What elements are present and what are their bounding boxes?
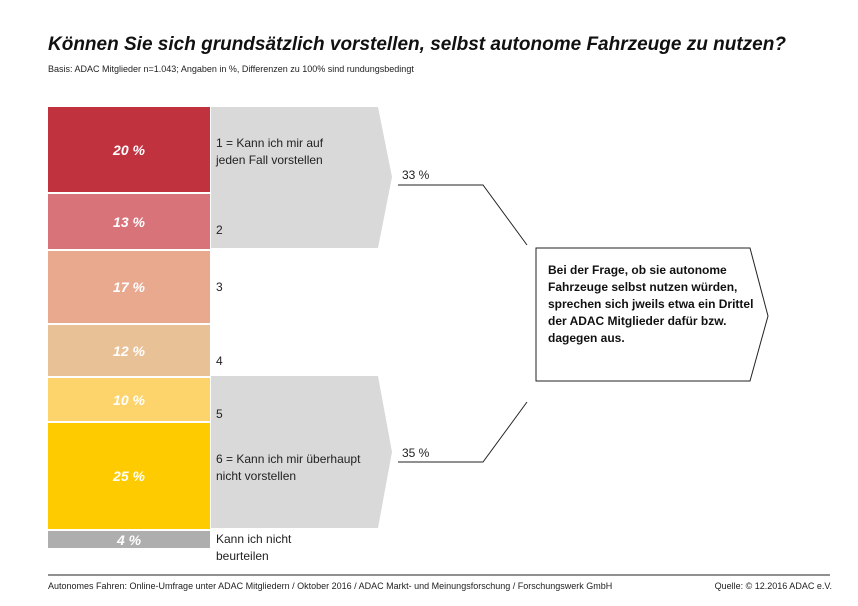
bar-segment-2: 13 % bbox=[48, 194, 210, 249]
value-label: 13 % bbox=[113, 213, 145, 230]
value-label: 17 % bbox=[113, 279, 145, 295]
footer-copyright: Quelle: © 12.2016 ADAC e.V. bbox=[714, 581, 832, 591]
bar-segment-3: 17 % bbox=[48, 251, 210, 323]
category-label: 1 = Kann ich mir auf jeden Fall vorstell… bbox=[216, 136, 324, 167]
value-label: 10 % bbox=[113, 391, 145, 408]
value-label: 20 % bbox=[113, 141, 145, 158]
chart-subtitle: Basis: ADAC Mitglieder n=1.043; Angaben … bbox=[48, 64, 414, 74]
value-label: 25 % bbox=[113, 468, 145, 484]
chart-title: Können Sie sich grundsätzlich vorstellen… bbox=[48, 34, 786, 55]
category-label: 3 bbox=[216, 280, 223, 294]
connector-bottom bbox=[398, 401, 528, 463]
group-label-top: 33 % bbox=[402, 168, 430, 182]
group-arrow-top bbox=[211, 107, 392, 248]
connector-top bbox=[398, 184, 528, 246]
value-label: 12 % bbox=[113, 342, 145, 359]
category-label: Kann ich nicht beurteilen bbox=[216, 532, 292, 563]
annotation-text: Bei der Frage, ob sie autonome Fahrzeuge… bbox=[548, 263, 754, 345]
group-arrow-bottom bbox=[211, 376, 392, 528]
bar-segment-6: 25 % bbox=[48, 423, 210, 529]
group-label-bottom: 35 % bbox=[402, 446, 430, 460]
bar-segment-1: 20 % bbox=[48, 107, 210, 192]
annotation-box bbox=[535, 247, 769, 382]
value-label: 4 % bbox=[116, 531, 142, 548]
bar-segment-7: 4 % bbox=[48, 531, 210, 548]
bar-segment-5: 10 % bbox=[48, 378, 210, 421]
category-label: 6 = Kann ich mir überhaupt nicht vorstel… bbox=[216, 452, 361, 483]
bar-segment-4: 12 % bbox=[48, 325, 210, 376]
category-label: 2 bbox=[216, 223, 223, 237]
footer-source: Autonomes Fahren: Online-Umfrage unter A… bbox=[48, 581, 613, 591]
category-label: 5 bbox=[216, 407, 223, 421]
category-label: 4 bbox=[216, 354, 223, 368]
